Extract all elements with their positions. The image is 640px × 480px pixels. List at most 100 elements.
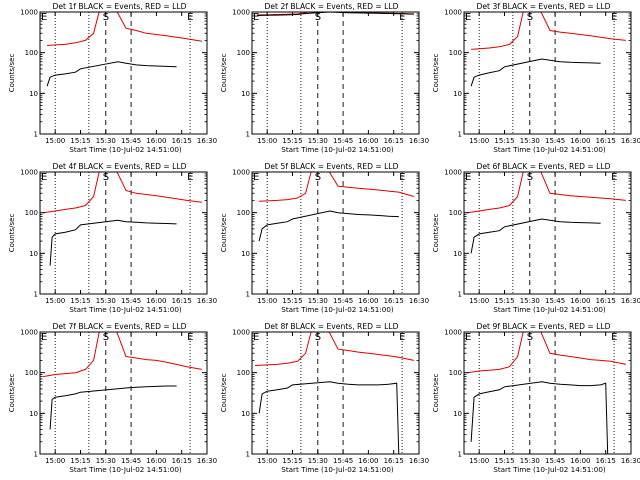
marker-e-start: E — [41, 332, 47, 343]
x-tick-label: 16:15 — [384, 297, 404, 305]
y-tick-label: 1 — [34, 291, 38, 299]
panel-title: Det 3f BLACK = Events, RED = LLD — [477, 2, 611, 11]
panel-title: Det 6f BLACK = Events, RED = LLD — [477, 162, 611, 171]
y-tick-label: 10 — [453, 90, 462, 98]
plot-frame — [39, 11, 208, 135]
x-tick-label: 15:15 — [494, 457, 514, 465]
x-tick-label: 16:00 — [570, 457, 590, 465]
plot-frame — [251, 331, 420, 455]
x-tick-label: 16:00 — [146, 457, 166, 465]
y-tick-label: 100 — [449, 209, 462, 217]
series-events-line — [49, 219, 177, 266]
y-axis-label: Counts/sec — [220, 54, 228, 93]
x-tick-label: 15:15 — [282, 137, 302, 145]
series-events-line — [470, 381, 609, 454]
x-tick-label: 16:15 — [172, 457, 192, 465]
panel-title: Det 1f BLACK = Events, RED = LLD — [53, 2, 187, 11]
marker-e-start: E — [465, 332, 471, 343]
x-tick-label: 15:15 — [70, 297, 90, 305]
x-tick-label: 15:00 — [469, 297, 489, 305]
x-axis-label: Start Time (10-Jul-02 14:51:00) — [69, 465, 182, 474]
panel-title: Det 9f BLACK = Events, RED = LLD — [477, 322, 611, 331]
x-tick-label: 15:15 — [494, 297, 514, 305]
marker-s: S — [527, 332, 533, 343]
x-tick-label: 15:45 — [545, 297, 565, 305]
x-axis-label: Start Time (10-Jul-02 14:51:00) — [493, 465, 606, 474]
x-tick-label: 16:30 — [409, 137, 429, 145]
series-lld-line — [471, 12, 626, 50]
marker-e-end: E — [187, 172, 193, 183]
marker-e-end: E — [399, 332, 405, 343]
y-tick-label: 1000 — [444, 329, 462, 337]
x-tick-label: 15:30 — [308, 137, 328, 145]
marker-s: S — [103, 332, 109, 343]
x-tick-label: 16:30 — [197, 137, 217, 145]
x-axis-label: Start Time (10-Jul-02 14:51:00) — [69, 145, 182, 154]
y-tick-label: 100 — [449, 369, 462, 377]
x-tick-label: 15:00 — [257, 297, 277, 305]
marker-s: S — [315, 12, 321, 23]
x-tick-label: 15:00 — [469, 137, 489, 145]
y-axis-label: Counts/sec — [432, 374, 440, 413]
x-tick-label: 16:30 — [197, 457, 217, 465]
marker-e-end: E — [611, 332, 617, 343]
y-tick-label: 1000 — [444, 169, 462, 177]
x-tick-label: 16:00 — [570, 297, 590, 305]
plot-frame — [463, 331, 632, 455]
marker-s: S — [315, 172, 321, 183]
x-tick-label: 15:45 — [545, 457, 565, 465]
x-axis-label: Start Time (10-Jul-02 14:51:00) — [281, 465, 394, 474]
panel-title: Det 2f BLACK = Events, RED = LLD — [265, 2, 399, 11]
x-tick-label: 15:00 — [45, 297, 65, 305]
y-tick-label: 10 — [29, 250, 38, 258]
y-axis-label: Counts/sec — [8, 54, 16, 93]
x-axis-label: Start Time (10-Jul-02 14:51:00) — [281, 305, 394, 314]
x-tick-label: 16:30 — [621, 297, 640, 305]
y-tick-label: 1000 — [232, 329, 250, 337]
y-tick-label: 10 — [453, 410, 462, 418]
x-tick-label: 15:30 — [520, 297, 540, 305]
x-tick-label: 15:45 — [121, 297, 141, 305]
y-tick-label: 1 — [458, 451, 462, 459]
marker-e-end: E — [187, 332, 193, 343]
x-tick-label: 16:30 — [621, 457, 640, 465]
panel-title: Det 4f BLACK = Events, RED = LLD — [53, 162, 187, 171]
y-axis-label: Counts/sec — [432, 54, 440, 93]
x-tick-label: 16:30 — [621, 137, 640, 145]
marker-e-start: E — [465, 12, 471, 23]
y-tick-label: 1 — [34, 131, 38, 139]
series-lld-line — [466, 332, 627, 374]
marker-e-start: E — [253, 172, 259, 183]
y-tick-label: 10 — [241, 90, 250, 98]
x-tick-label: 16:30 — [409, 297, 429, 305]
x-tick-label: 15:45 — [121, 457, 141, 465]
y-tick-label: 10 — [453, 250, 462, 258]
x-tick-label: 15:15 — [70, 137, 90, 145]
x-tick-label: 15:45 — [333, 137, 353, 145]
x-tick-label: 15:15 — [70, 457, 90, 465]
y-tick-label: 1000 — [232, 169, 250, 177]
plot-frame — [251, 171, 420, 295]
plot-frame — [463, 171, 632, 295]
x-tick-label: 15:30 — [308, 297, 328, 305]
x-tick-label: 15:45 — [333, 457, 353, 465]
marker-e-end: E — [611, 172, 617, 183]
x-tick-label: 16:00 — [146, 137, 166, 145]
series-events-line — [46, 61, 177, 87]
x-tick-label: 16:15 — [384, 457, 404, 465]
marker-e-end: E — [187, 12, 193, 23]
x-axis-label: Start Time (10-Jul-02 14:51:00) — [493, 145, 606, 154]
x-tick-label: 16:30 — [409, 457, 429, 465]
y-tick-label: 10 — [241, 250, 250, 258]
panel-title: Det 7f BLACK = Events, RED = LLD — [53, 322, 187, 331]
marker-s: S — [103, 12, 109, 23]
x-tick-label: 16:00 — [146, 297, 166, 305]
marker-e-end: E — [399, 12, 405, 23]
